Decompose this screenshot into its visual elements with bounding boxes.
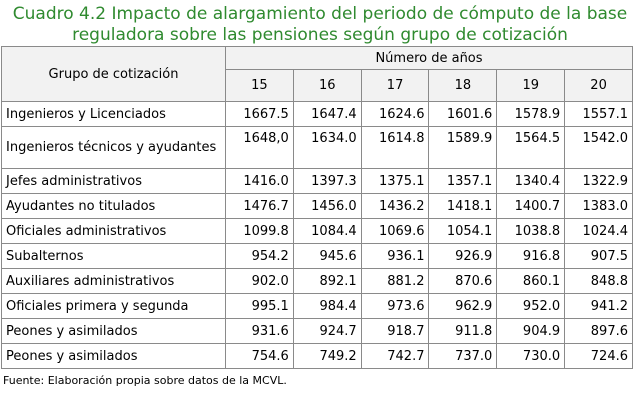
pension-table: Grupo de cotización Número de años 15 16… [1, 45, 633, 369]
table-cell: 1418.1 [428, 193, 498, 219]
title-line-1: Cuadro 4.2 Impacto de alargamiento del p… [12, 4, 628, 24]
table-cell: 754.6 [225, 343, 294, 369]
table-cell: 1542.0 [564, 126, 633, 169]
row-label: Ingenieros técnicos y ayudantes [1, 126, 226, 169]
table-cell: 984.4 [292, 293, 362, 319]
table-cell: 1648,0 [225, 126, 294, 169]
table-cell: 973.6 [360, 293, 430, 319]
table-cell: 1024.4 [564, 218, 633, 244]
table-cell: 1647.4 [292, 101, 362, 127]
table-cell: 945.6 [292, 243, 362, 269]
table-cell: 1383.0 [564, 193, 633, 219]
table-cell: 1400.7 [496, 193, 566, 219]
table-row: Oficiales primera y segunda 995.1 984.4 973… [1, 293, 633, 319]
table-cell: 1375.1 [360, 168, 430, 194]
table-cell: 742.7 [360, 343, 430, 369]
years-header: Número de años [225, 45, 633, 71]
table-cell: 1322.9 [564, 168, 633, 194]
table-cell: 897.6 [564, 318, 633, 344]
table-cell: 954.2 [225, 243, 294, 269]
row-label: Ayudantes no titulados [1, 193, 226, 219]
table-cell: 870.6 [428, 268, 498, 294]
table-row: Peones y asimilados 931.6 924.7 918.7 911.8 9… [1, 318, 633, 344]
table-row: Ingenieros técnicos y ayudantes 1648,0 163… [1, 126, 633, 169]
table-cell: 1624.6 [360, 101, 430, 127]
table-cell: 749.2 [292, 343, 362, 369]
table-cell: 1564.5 [496, 126, 566, 169]
table-cell: 1589.9 [428, 126, 498, 169]
table-row: Peones y asimilados 754.6 749.2 742.7 737.0 7… [1, 343, 633, 369]
table-cell: 1634.0 [292, 126, 362, 169]
table-cell: 936.1 [360, 243, 430, 269]
table-cell: 1456.0 [292, 193, 362, 219]
table-cell: 1416.0 [225, 168, 294, 194]
table-cell: 902.0 [225, 268, 294, 294]
table-cell: 907.5 [564, 243, 633, 269]
table-cell: 1476.7 [225, 193, 294, 219]
table-cell: 1054.1 [428, 218, 498, 244]
table-cell: 724.6 [564, 343, 633, 369]
year-header: 19 [496, 69, 566, 102]
table-cell: 1578.9 [496, 101, 566, 127]
table-cell: 1038.8 [496, 218, 566, 244]
table-title: Cuadro 4.2 Impacto de alargamiento del p… [0, 4, 640, 46]
table-cell: 1099.8 [225, 218, 294, 244]
table-cell: 1084.4 [292, 218, 362, 244]
years-row: 15 16 17 18 19 20 [2, 69, 633, 102]
table-row: Jefes administrativos 1416.0 1397.3 1375.1 1… [1, 168, 633, 194]
table-cell: 860.1 [496, 268, 566, 294]
row-label: Jefes administrativos [1, 168, 226, 194]
table-cell: 1557.1 [564, 101, 633, 127]
table-cell: 904.9 [496, 318, 566, 344]
table-cell: 1667.5 [225, 101, 294, 127]
year-header: 18 [428, 69, 498, 102]
table-cell: 1357.1 [428, 168, 498, 194]
row-label: Auxiliares administrativos [1, 268, 226, 294]
table-row: Ayudantes no titulados 1476.7 1456.0 1436.2… [1, 193, 633, 219]
table-cell: 730.0 [496, 343, 566, 369]
year-header: 16 [292, 69, 362, 102]
table-cell: 926.9 [428, 243, 498, 269]
source-note: Fuente: Elaboración propia sobre datos d… [3, 374, 287, 387]
table-cell: 924.7 [292, 318, 362, 344]
table-cell: 1614.8 [360, 126, 430, 169]
table-cell: 1436.2 [360, 193, 430, 219]
table-cell: 881.2 [360, 268, 430, 294]
table-cell: 931.6 [225, 318, 294, 344]
table-row: Subalternos 954.2 945.6 936.1 926.9 916.8 907.… [1, 243, 633, 269]
row-label: Oficiales primera y segunda [1, 293, 226, 319]
table-row: Oficiales administrativos 1099.8 1084.4 106… [1, 218, 633, 244]
table-cell: 737.0 [428, 343, 498, 369]
table-cell: 995.1 [225, 293, 294, 319]
table-cell: 892.1 [292, 268, 362, 294]
table-cell: 1069.6 [360, 218, 430, 244]
row-label: Subalternos [1, 243, 226, 269]
table-row: Auxiliares administrativos 902.0 892.1 881.… [1, 268, 633, 294]
year-header: 20 [564, 69, 633, 102]
row-label: Oficiales administrativos [1, 218, 226, 244]
table-cell: 1601.6 [428, 101, 498, 127]
table-cell: 1340.4 [496, 168, 566, 194]
table-cell: 918.7 [360, 318, 430, 344]
row-label: Peones y asimilados [1, 343, 226, 369]
year-header: 17 [360, 69, 430, 102]
table-cell: 911.8 [428, 318, 498, 344]
title-line-2: reguladora sobre las pensiones según gru… [72, 25, 568, 45]
table-cell: 848.8 [564, 268, 633, 294]
row-label: Ingenieros y Licenciados [1, 101, 226, 127]
group-header: Grupo de cotización [1, 46, 226, 102]
year-header: 15 [225, 69, 294, 102]
table-cell: 952.0 [496, 293, 566, 319]
row-label: Peones y asimilados [1, 318, 226, 344]
table-cell: 941.2 [564, 293, 633, 319]
table-cell: 962.9 [428, 293, 498, 319]
table-row: Ingenieros y Licenciados 1667.5 1647.4 1624… [1, 101, 633, 127]
table-cell: 1397.3 [292, 168, 362, 194]
table-cell: 916.8 [496, 243, 566, 269]
